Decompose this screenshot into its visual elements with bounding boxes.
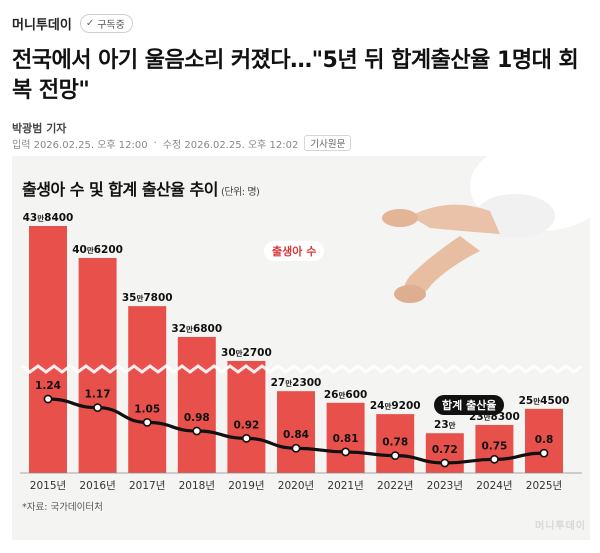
byline[interactable]: 박광범 기자 <box>12 122 67 135</box>
input-time: 입력 2026.02.25. 오후 12:00 <box>12 139 148 151</box>
x-tick-label: 2018년 <box>179 480 215 492</box>
fertility-point <box>93 403 102 413</box>
births-bar <box>227 360 266 473</box>
births-bar <box>128 306 167 473</box>
baby-photo <box>382 156 590 303</box>
chart-unit-label: (단위: 명) <box>221 187 260 198</box>
fertility-value-label: 0.72 <box>432 444 458 456</box>
births-value-label: 25만4500 <box>519 395 570 407</box>
births-bar <box>525 408 563 473</box>
births-value-label: 26만600 <box>324 389 367 401</box>
births-series-label: 출생아 수 <box>264 241 325 261</box>
births-bar <box>475 424 514 473</box>
births-bar <box>326 402 365 473</box>
fertility-value-label: 1.24 <box>35 380 61 392</box>
chart-title-text: 출생아 수 및 합계 출산율 추이 <box>22 180 219 199</box>
fertility-value-label: 0.92 <box>233 419 259 431</box>
fertility-point <box>291 443 301 453</box>
x-tick-label: 2024년 <box>476 480 512 492</box>
fertility-point <box>539 448 549 458</box>
births-value-label: 27만2300 <box>271 377 322 389</box>
fertility-point <box>43 394 53 404</box>
births-value-label: 40만6200 <box>72 244 123 256</box>
births-value-label: 35만7800 <box>122 292 173 304</box>
fertility-point <box>192 426 202 436</box>
x-tick-label: 2019년 <box>228 480 264 492</box>
x-tick-label: 2015년 <box>30 480 66 492</box>
x-tick-label: 2016년 <box>79 480 115 492</box>
fertility-value-label: 0.8 <box>535 434 554 446</box>
fertility-point <box>341 447 350 457</box>
top-bar: 머니투데이 ✓ 구독중 <box>12 14 133 33</box>
watermark: 머니투데이 <box>535 521 586 532</box>
article-headline: 전국에서 아기 울음소리 커졌다…"5년 뒤 합계출산율 1명대 회복 전망" <box>12 48 579 103</box>
births-bar <box>177 336 216 473</box>
x-tick-label: 2020년 <box>278 480 314 492</box>
births-bar <box>277 391 315 473</box>
infographic: 출생아 수 및 합계 출산율 추이 (단위: 명) 43만8400 40만6200 3… <box>12 156 590 540</box>
subscribe-label: 구독중 <box>97 20 125 31</box>
x-tick-label: 2023년 <box>427 480 463 492</box>
fertility-point <box>489 454 499 464</box>
fertility-point <box>142 417 152 427</box>
births-value-label: 32만6800 <box>171 323 222 335</box>
axis-break-line <box>21 364 583 374</box>
fertility-point <box>440 458 450 468</box>
fertility-series-label: 합계 출산율 <box>434 395 505 415</box>
fertility-value-label: 1.17 <box>85 389 111 401</box>
births-value-label: 43만8400 <box>23 212 74 224</box>
fertility-value-label: 0.81 <box>333 433 359 445</box>
meta-separator: · <box>153 137 157 149</box>
x-tick-label: 2021년 <box>327 480 363 492</box>
article-meta: 입력 2026.02.25. 오후 12:00 · 수정 2026.02.25.… <box>12 135 352 151</box>
fertility-value-label: 0.75 <box>481 440 507 452</box>
x-tick-label: 2025년 <box>526 480 562 492</box>
chart-canvas: 43만8400 40만6200 35만7800 32만6800 30만2700 27만23… <box>20 212 583 492</box>
births-bar <box>376 414 415 473</box>
edit-time: 수정 2026.02.25. 오후 12:02 <box>162 139 299 151</box>
births-value-label: 23만 <box>434 419 456 431</box>
births-bar <box>29 226 67 473</box>
births-value-label: 30만2700 <box>221 347 272 359</box>
fertility-value-label: 0.78 <box>382 437 408 449</box>
check-icon: ✓ <box>85 18 95 29</box>
fertility-value-label: 0.98 <box>184 412 210 424</box>
fertility-point <box>390 451 400 461</box>
x-tick-label: 2022년 <box>377 480 413 492</box>
fertility-point <box>241 433 251 443</box>
births-value-label: 24만9200 <box>370 400 421 412</box>
fertility-value-label: 0.84 <box>283 429 309 441</box>
press-logo[interactable]: 머니투데이 <box>12 18 72 33</box>
chart-title: 출생아 수 및 합계 출산율 추이 (단위: 명) <box>22 176 260 200</box>
subscribe-button[interactable]: ✓ 구독중 <box>79 14 133 33</box>
x-tick-label: 2017년 <box>129 480 165 492</box>
fertility-value-label: 1.05 <box>134 403 160 415</box>
data-source: *자료: 국가데이터처 <box>22 502 103 513</box>
original-article-button[interactable]: 기사원문 <box>304 135 352 151</box>
